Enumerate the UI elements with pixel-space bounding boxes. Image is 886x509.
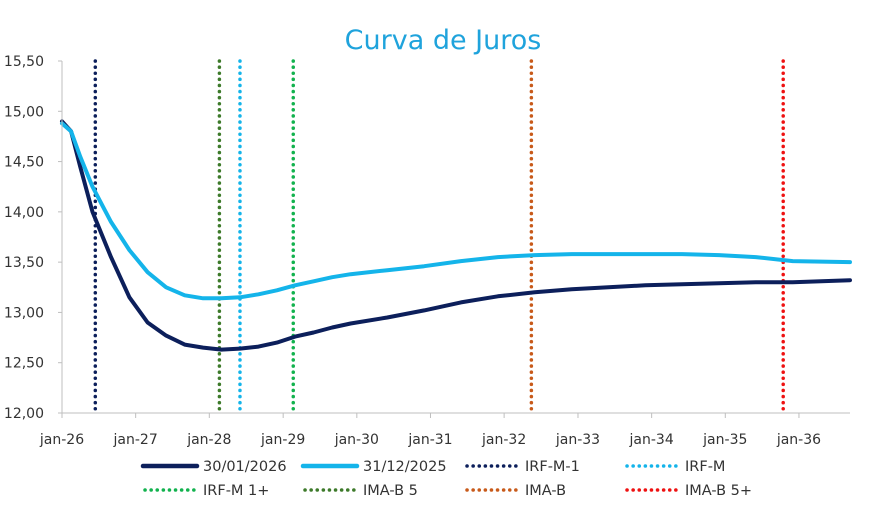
y-tick-label: 15,50	[4, 54, 44, 70]
reference-lines	[93, 59, 785, 415]
legend-item-6: IMA-B	[465, 483, 566, 499]
x-tick-label: jan-26	[39, 432, 84, 448]
legend-label: IMA-B	[525, 483, 566, 499]
x-tick-label: jan-32	[481, 432, 526, 448]
series-lines	[60, 119, 852, 352]
y-tick-label: 13,50	[4, 255, 44, 271]
axes	[61, 61, 850, 414]
y-axis-ticks: 12,00 12,50 13,00 13,50 14,00 14,50 15,00 15,50	[4, 54, 62, 422]
legend-label: IMA-B 5	[363, 483, 418, 499]
legend-item-0: 30/01/2026	[140, 459, 287, 475]
legend-item-3: IRF-M	[625, 459, 725, 475]
y-tick-label: 12,00	[4, 406, 44, 422]
legend-label: IRF-M-1	[525, 459, 580, 475]
x-tick-label: jan-29	[260, 432, 305, 448]
x-tick-label: jan-31	[407, 432, 452, 448]
legend: 30/01/2026 31/12/2025 IRF-M-1 IRF-M IRF-M 1+…	[140, 459, 752, 499]
legend-item-2: IRF-M-1	[465, 459, 580, 475]
x-axis-ticks: jan-26 jan-27 jan-28 jan-29 jan-30 jan-31 jan-…	[39, 413, 821, 448]
x-tick-label: jan-36	[776, 432, 821, 448]
legend-item-5: IMA-B 5	[303, 483, 418, 499]
legend-item-4: IRF-M 1+	[143, 483, 269, 499]
legend-label: IRF-M 1+	[203, 483, 269, 499]
legend-label: 30/01/2026	[203, 459, 287, 475]
y-tick-label: 13,00	[4, 305, 44, 321]
legend-label: 31/12/2025	[363, 459, 447, 475]
x-tick-label: jan-33	[555, 432, 600, 448]
x-tick-label: jan-27	[113, 432, 158, 448]
y-tick-label: 14,50	[4, 155, 44, 171]
series-line-0	[60, 119, 852, 352]
x-tick-label: jan-30	[334, 432, 379, 448]
series-line-1	[60, 121, 852, 301]
legend-label: IRF-M	[685, 459, 725, 475]
legend-item-7: IMA-B 5+	[625, 483, 752, 499]
x-tick-label: jan-35	[702, 432, 747, 448]
x-tick-label: jan-28	[186, 432, 231, 448]
x-tick-label: jan-34	[629, 432, 674, 448]
y-tick-label: 14,00	[4, 205, 44, 221]
legend-label: IMA-B 5+	[685, 483, 752, 499]
legend-item-1: 31/12/2025	[300, 459, 447, 475]
y-tick-label: 15,00	[4, 104, 44, 120]
chart-title: Curva de Juros	[345, 25, 542, 56]
y-tick-label: 12,50	[4, 356, 44, 372]
